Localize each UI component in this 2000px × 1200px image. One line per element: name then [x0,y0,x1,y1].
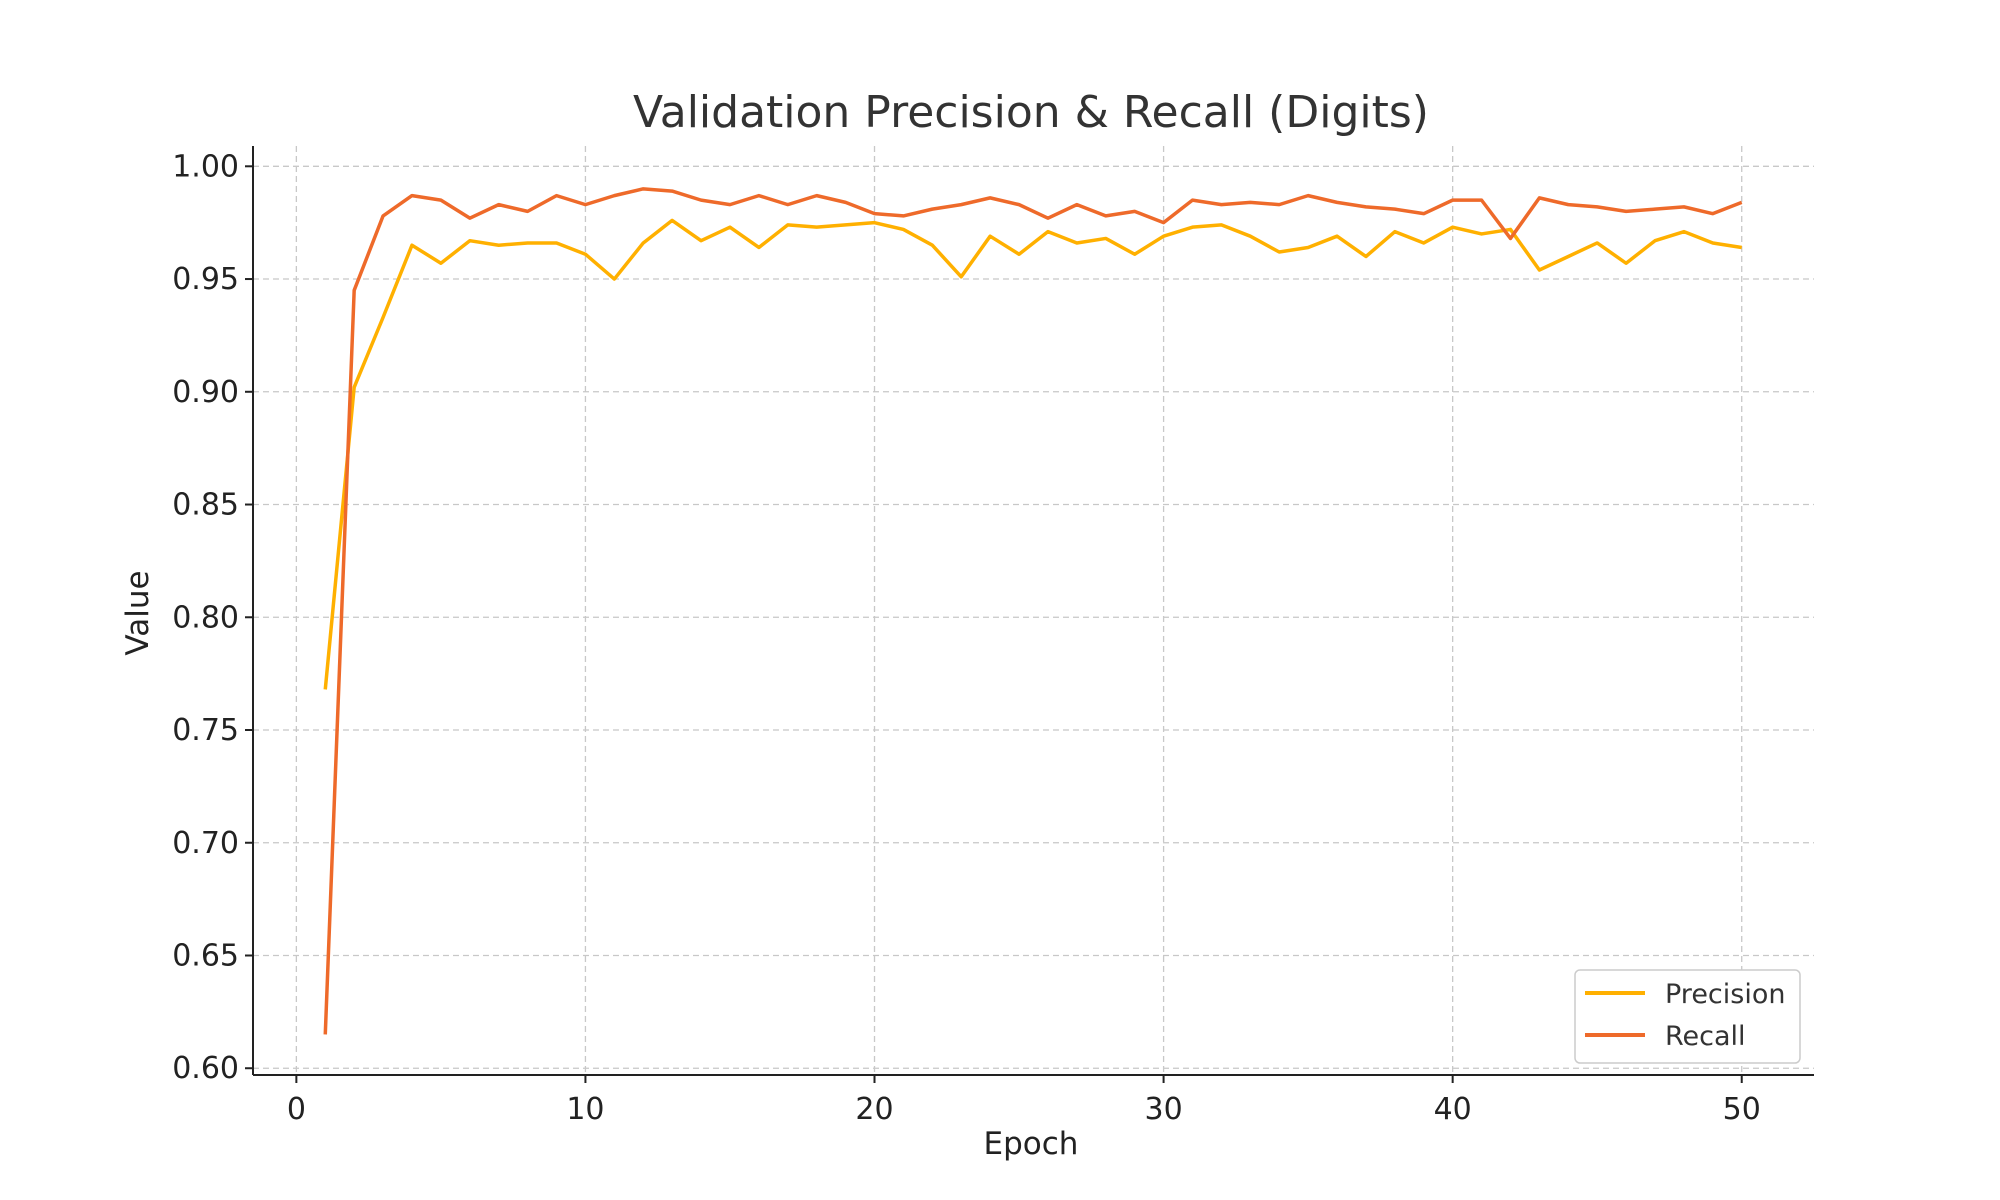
y-tick-label: 0.70 [172,826,239,861]
y-tick-label: 0.65 [172,938,239,973]
legend: Precision Recall [1574,969,1801,1064]
chart-title: Validation Precision & Recall (Digits) [633,87,1429,138]
x-tick-label: 0 [287,1092,306,1127]
x-tick-label: 30 [1144,1092,1182,1127]
series-lines [323,187,1743,1035]
legend-label-precision: Precision [1665,979,1785,1010]
legend-label-recall: Recall [1665,1021,1746,1052]
series-line-precision [323,218,1742,690]
y-axis-label: Value [120,570,156,655]
tick-labels: 0 10 20 30 40 50 0.60 0.65 0.70 0.75 0.80 0.85 0.90 0… [172,149,1761,1127]
x-tick-label: 10 [566,1092,604,1127]
y-tick-label: 0.85 [172,488,239,523]
y-tick-label: 0.95 [172,262,239,297]
y-tick-label: 1.00 [172,149,239,184]
y-tick-label: 0.90 [172,375,239,410]
y-tick-label: 0.75 [172,713,239,748]
x-tick-label: 50 [1723,1092,1761,1127]
y-tick-label: 0.60 [172,1051,239,1086]
axes [245,146,1814,1083]
x-axis-label: Epoch [984,1126,1079,1162]
grid-lines [253,146,1814,1075]
series-line-recall [323,187,1743,1035]
x-tick-label: 40 [1434,1092,1472,1127]
x-tick-label: 20 [855,1092,893,1127]
y-tick-label: 0.80 [172,600,239,635]
